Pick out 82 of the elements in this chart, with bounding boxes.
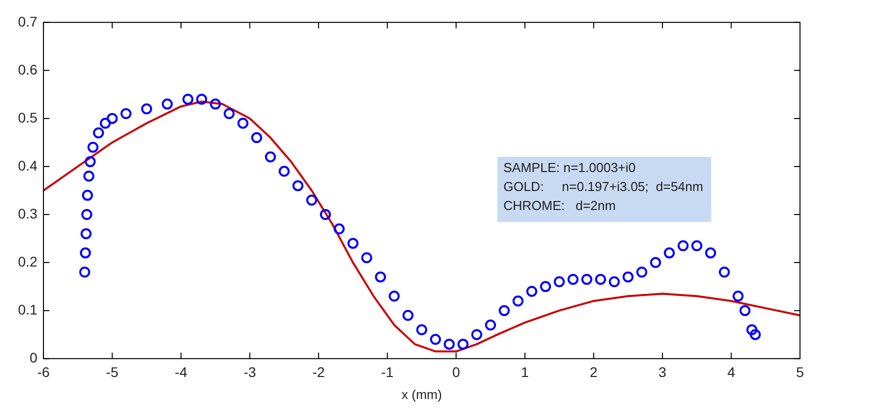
- annotation: GOLD: n=0.197+i3.05; d=54nm: [503, 178, 704, 194]
- y-tick-label: 0.6: [18, 61, 38, 78]
- point: [568, 274, 579, 285]
- point: [83, 170, 94, 182]
- y-tick-label: 0.7: [18, 13, 38, 30]
- point: [650, 257, 662, 268]
- point: [182, 94, 194, 105]
- point: [251, 132, 262, 144]
- y-tick-label: 0.3: [18, 205, 38, 222]
- point: [120, 108, 132, 120]
- point: [732, 290, 744, 302]
- point: [141, 103, 152, 114]
- x-tick-label: -1: [381, 364, 394, 380]
- x-tick-label: -6: [37, 364, 50, 380]
- point: [292, 180, 304, 192]
- y-tick-label: 0.2: [18, 253, 38, 270]
- annotation: SAMPLE: n=1.0003+i0: [503, 160, 636, 175]
- x-tick-label: -3: [244, 364, 256, 380]
- point: [581, 274, 592, 285]
- point: [80, 247, 91, 258]
- point: [162, 98, 173, 110]
- point: [622, 271, 634, 282]
- x-tick-label: -2: [312, 364, 325, 380]
- x-tick-label: 3: [658, 364, 667, 380]
- point: [210, 98, 221, 110]
- point: [334, 223, 345, 234]
- point: [554, 276, 565, 288]
- point: [196, 94, 208, 105]
- point: [402, 310, 414, 321]
- point: [347, 238, 358, 249]
- point: [595, 274, 606, 285]
- x-tick-label: 4: [727, 364, 736, 380]
- point: [750, 329, 761, 340]
- point: [416, 324, 428, 336]
- point: [718, 266, 730, 278]
- point: [306, 194, 318, 206]
- point: [526, 286, 538, 297]
- point: [374, 271, 386, 282]
- y-tick-label: 0: [30, 349, 38, 366]
- annotation: CHROME: d=2nm: [503, 198, 616, 213]
- point: [84, 156, 96, 168]
- point: [80, 228, 92, 240]
- x-tick-label: 2: [590, 364, 598, 380]
- point: [705, 247, 716, 258]
- x-tick-label: -5: [106, 364, 119, 380]
- point: [608, 276, 620, 288]
- point: [264, 151, 276, 162]
- point: [87, 142, 98, 153]
- x-tick-label: 5: [796, 364, 804, 380]
- point: [540, 281, 552, 292]
- point: [739, 305, 750, 316]
- point: [106, 112, 118, 124]
- point: [100, 118, 111, 129]
- point: [691, 240, 702, 252]
- point: [444, 338, 455, 350]
- x-tick-label: 0: [452, 364, 460, 380]
- point: [92, 127, 104, 138]
- point: [498, 305, 510, 316]
- x-tick-label: 1: [520, 364, 529, 380]
- point: [512, 295, 524, 306]
- point: [485, 319, 496, 330]
- y-tick-label: 0.1: [18, 301, 38, 318]
- point: [636, 266, 648, 278]
- point: [320, 209, 331, 220]
- point: [79, 266, 90, 278]
- x-axis-title: x (mm): [402, 386, 442, 402]
- point: [430, 334, 441, 345]
- point: [746, 324, 758, 336]
- point: [237, 118, 248, 129]
- point: [388, 290, 400, 302]
- y-tick-label: 0.5: [18, 109, 38, 126]
- point: [278, 166, 290, 177]
- point: [361, 252, 372, 264]
- point: [471, 329, 482, 340]
- y-tick-label: 0.4: [18, 157, 38, 174]
- point: [224, 108, 235, 120]
- x-tick-label: -4: [174, 364, 188, 380]
- point: [457, 338, 468, 350]
- point: [81, 209, 92, 220]
- point: [678, 240, 689, 252]
- point: [82, 190, 93, 201]
- point: [664, 247, 675, 258]
